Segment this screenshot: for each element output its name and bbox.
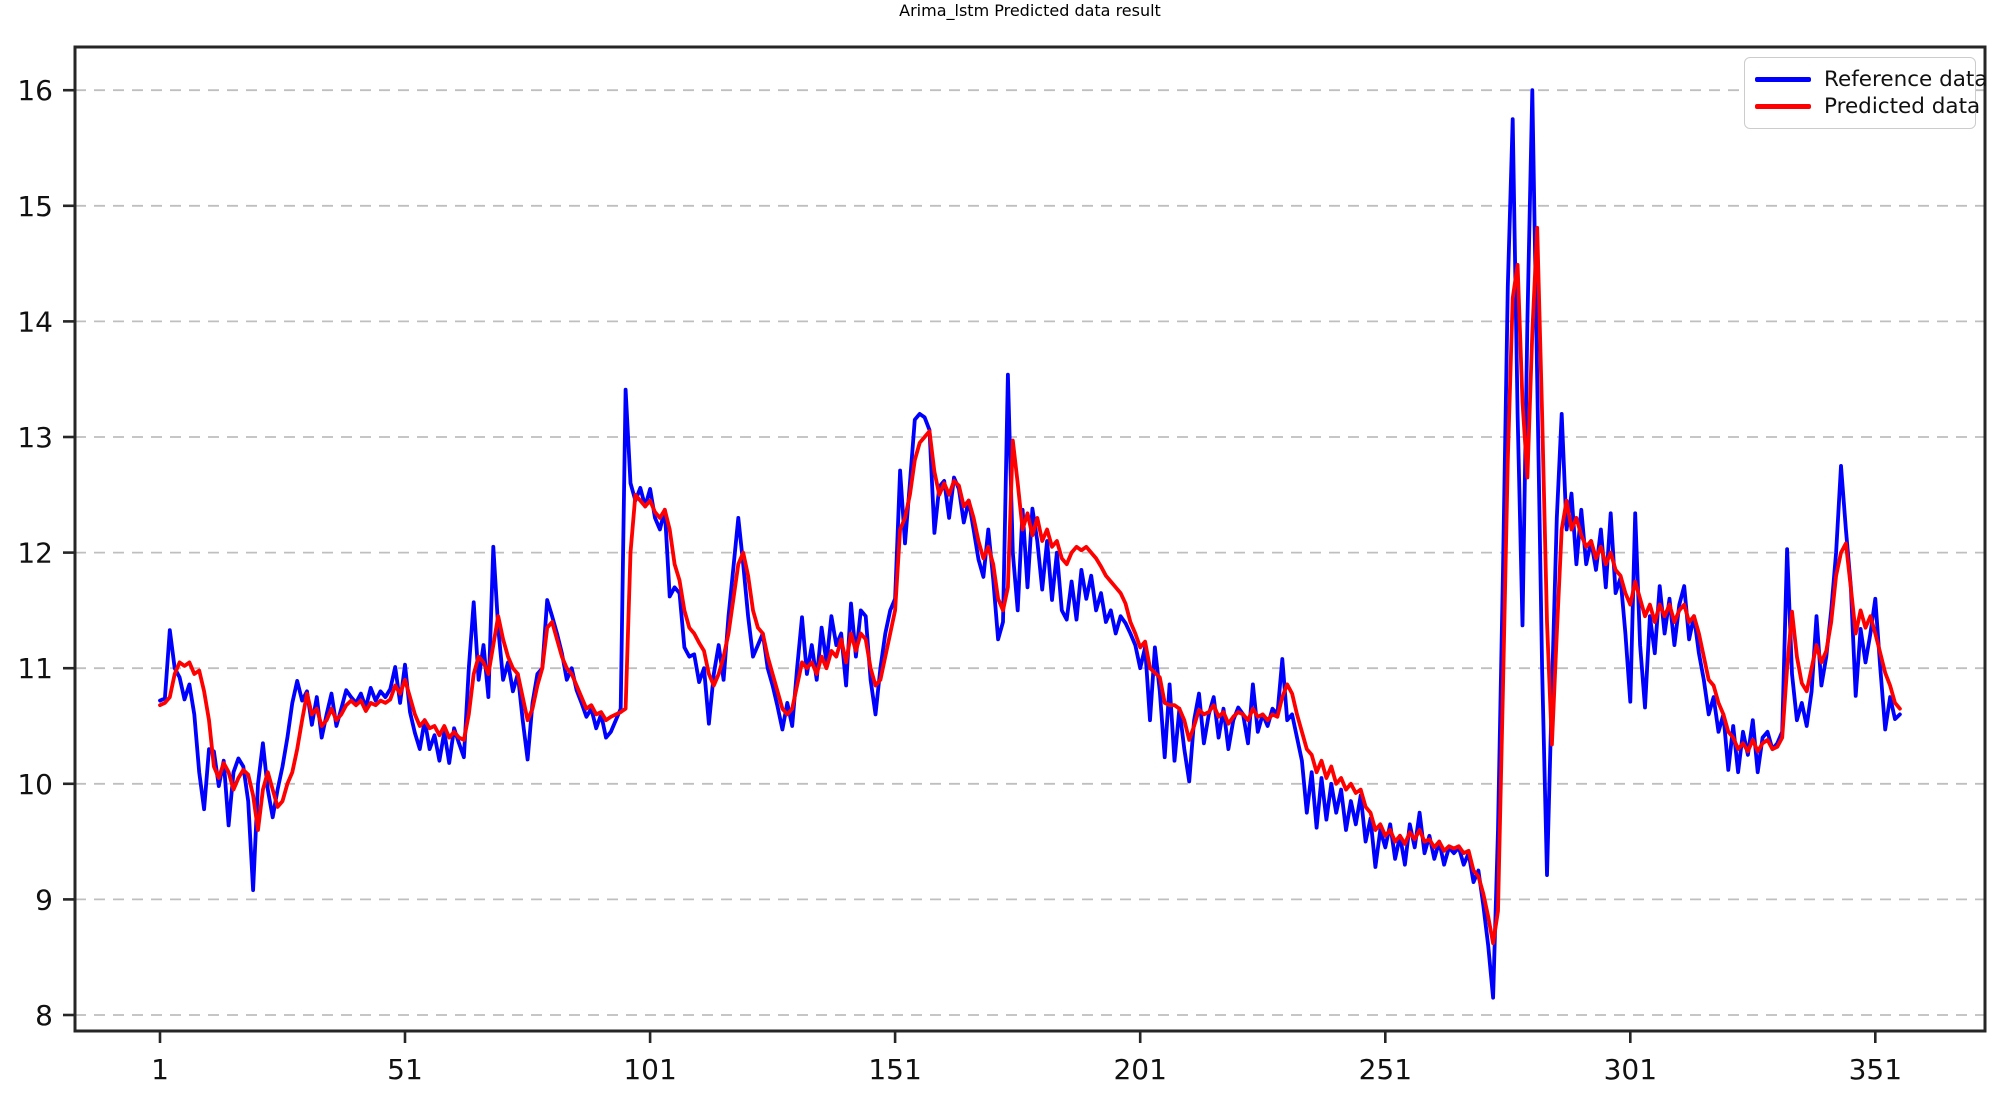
- y-tick-label: 15: [17, 190, 53, 223]
- legend-label-predicted: Predicted data: [1824, 94, 1981, 119]
- legend-label-reference: Reference data: [1824, 67, 1988, 92]
- y-tick-label: 13: [17, 421, 53, 454]
- y-tick-label: 9: [35, 883, 53, 916]
- predicted-line-swatch: [1755, 104, 1811, 109]
- axes-frame: [73, 45, 1987, 1033]
- y-tick-label: 10: [17, 768, 53, 801]
- x-tick-label: 301: [1604, 1053, 1657, 1086]
- x-tick-label: 51: [387, 1053, 423, 1086]
- x-tick-label: 201: [1113, 1053, 1166, 1086]
- y-tick-label: 11: [17, 652, 53, 685]
- y-tick-label: 8: [35, 999, 53, 1032]
- x-tick-label: 1: [151, 1053, 169, 1086]
- chart-title: Arima_lstm Predicted data result: [899, 1, 1161, 20]
- y-tick-label: 16: [17, 74, 53, 107]
- x-tick-label: 101: [623, 1053, 676, 1086]
- predicted-line: [158, 225, 1902, 946]
- legend-item-predicted: Predicted data: [1755, 93, 1980, 120]
- y-tick-label: 14: [17, 305, 53, 338]
- legend: Reference data Predicted data: [1744, 57, 1988, 129]
- x-tick-label: 351: [1849, 1053, 1902, 1086]
- reference-line-swatch: [1755, 77, 1811, 82]
- legend-item-reference: Reference data: [1755, 66, 1988, 93]
- x-tick-label: 251: [1359, 1053, 1412, 1086]
- y-tick-label: 12: [17, 537, 53, 570]
- x-tick-label: 151: [868, 1053, 921, 1086]
- reference-line: [158, 88, 1902, 1000]
